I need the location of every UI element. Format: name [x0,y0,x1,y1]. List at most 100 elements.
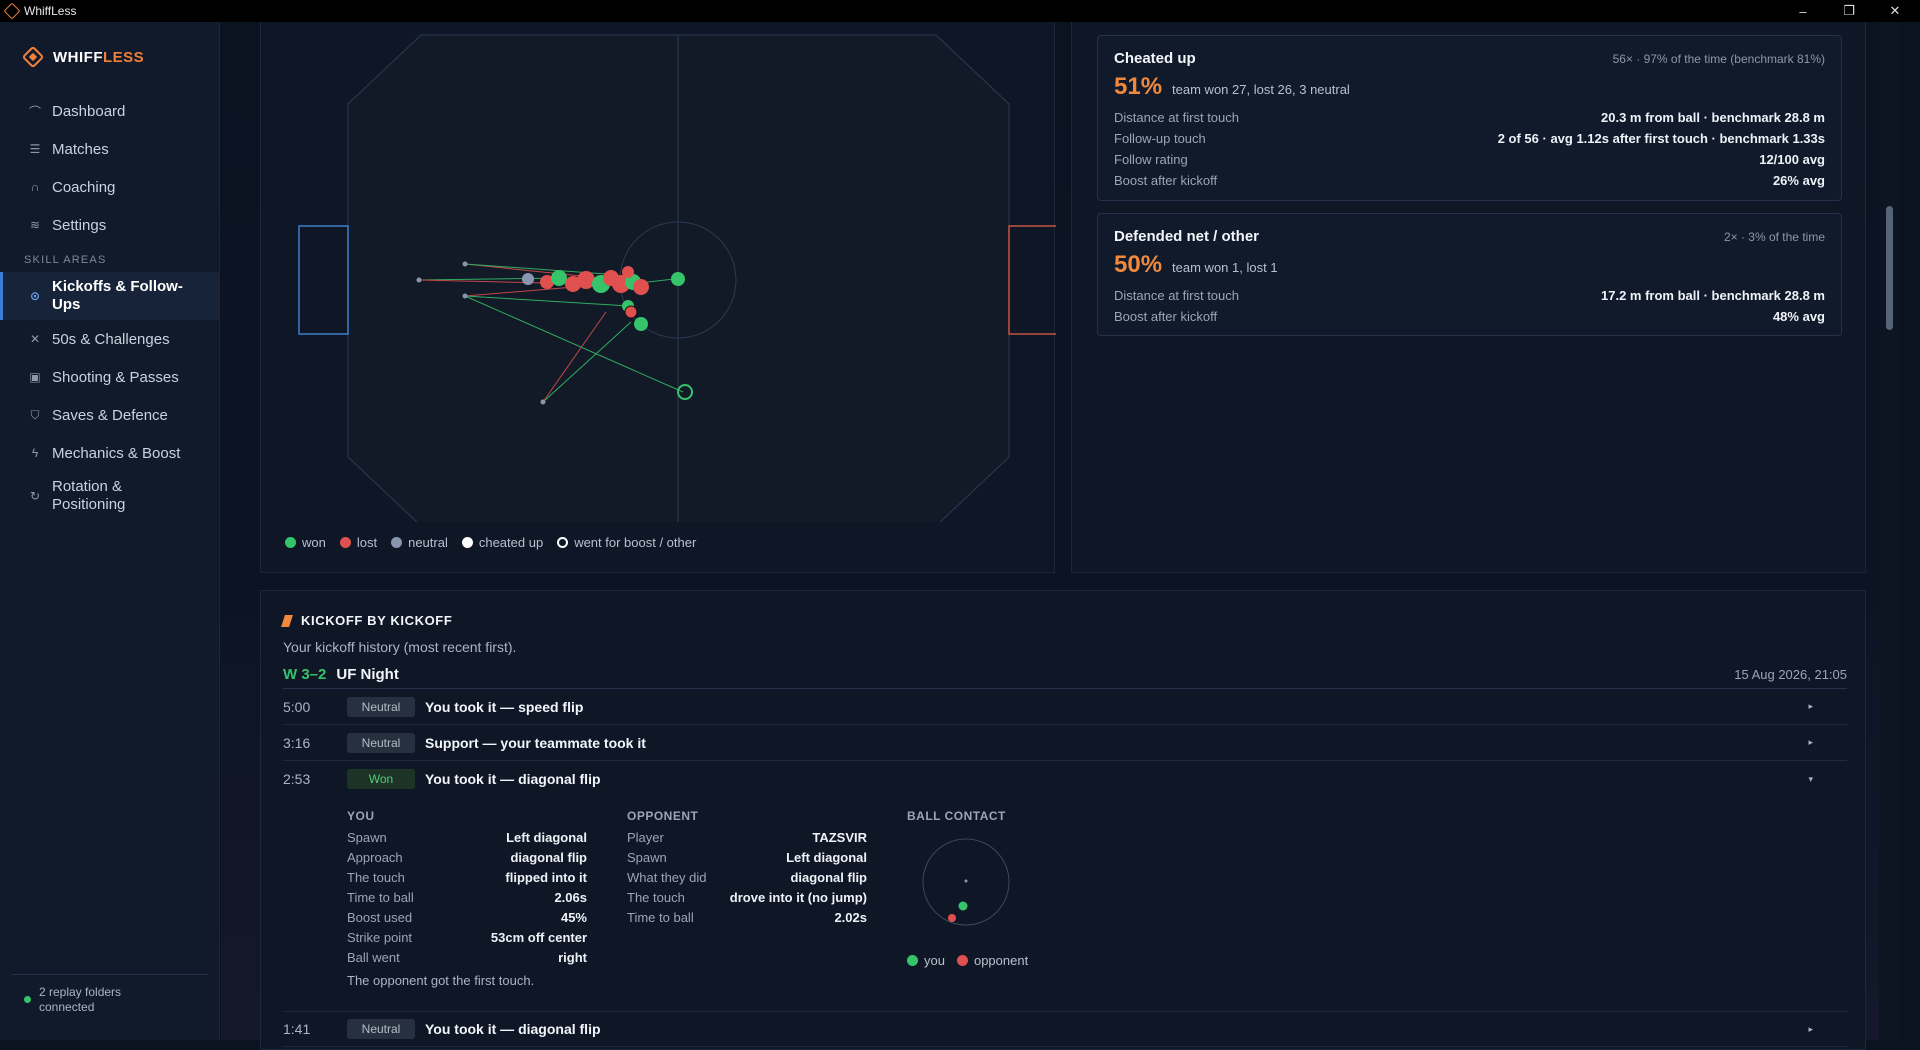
headset-icon: ∩ [30,180,40,194]
detail-row: Strike point 53cm off center [347,927,587,947]
kickoff-row[interactable]: 1:41 Neutral You took it — diagonal flip… [283,1011,1847,1047]
detail-value: 45% [560,909,587,925]
legend-item-cheated-up: cheated up [461,535,543,550]
nav-item-matches[interactable]: ☰ Matches [0,130,219,168]
legend-label: went for boost / other [574,535,697,550]
kickoff-time: 2:53 [283,771,311,787]
match-name: UF Night [336,666,399,683]
replay-folder-status[interactable]: 2 replay folders connected [12,974,208,1015]
stat-value: 48% avg [1772,309,1825,324]
lost-contact-marker [624,305,638,319]
nav-item-shooting-passes[interactable]: ▣ Shooting & Passes [0,358,219,396]
detail-label: Boost used [347,909,413,925]
detail-label: Spawn [627,849,667,865]
legend-label: you [924,953,945,968]
kickoff-path [542,311,607,403]
stat-row: Boost after kickoff 26% avg [1114,170,1825,191]
brand-name-part2: LESS [102,48,145,66]
close-button[interactable]: ✕ [1889,3,1901,18]
stat-value: 17.2 m from ball · benchmark 28.8 m [1601,288,1825,303]
detail-opponent: OPPONENT Player TAZSVIR Spawn Left diagona… [627,809,867,927]
detail-ball-contact: BALL CONTACT you opponent [907,809,1107,979]
field-legend: won lost neutral cheated up went for boo… [285,535,710,550]
detail-label: What they did [627,869,707,885]
stat-value: 20.3 m from ball · benchmark 28.8 m [1601,110,1825,125]
detail-value: Left diagonal [786,849,867,865]
app-icon [3,2,21,20]
kickoff-row[interactable]: 5:00 Neutral You took it — speed flip ▸ [283,689,1847,725]
replay-folder-status-text: 2 replay folders connected [39,985,122,1014]
won-contact-marker [671,272,685,286]
minimize-button[interactable]: – [1799,3,1807,19]
stat-label: Distance at first touch [1114,288,1239,303]
won-contact-marker [634,317,648,331]
nav-item-label: Saves & Defence [52,406,168,424]
nav-item-label: Coaching [52,178,116,196]
detail-value: right [558,949,587,965]
section-title-text: KICKOFF BY KICKOFF [301,613,453,628]
main-nav: ⌒ Dashboard ☰ Matches ∩ Coaching ≋ Setti… [0,92,219,520]
nav-item-label: Mechanics & Boost [52,444,181,462]
detail-label: The touch [627,889,685,905]
main-content: won lost neutral cheated up went for boo… [221,22,1899,1050]
win-percentage: 50% [1114,251,1163,278]
nav-item-label: Rotation & Positioning [52,478,126,513]
legend-label: neutral [408,535,448,550]
legend-item-boost-other: went for boost / other [557,535,696,550]
kickoff-path [542,321,632,403]
expand-chevron-icon[interactable]: ▸ [1808,737,1813,747]
status-dot-icon [24,996,31,1003]
scrollbar-thumb[interactable] [1886,206,1893,330]
sidebar: WHIFF LESS ⌒ Dashboard ☰ Matches ∩ Coachi… [0,22,220,1040]
nav-item-50s-challenges[interactable]: ✕ 50s & Challenges [0,320,219,358]
card-title: Cheated up [1114,50,1196,67]
nav-item-mechanics-boost[interactable]: ϟ Mechanics & Boost [0,434,219,472]
nav-item-kickoffs[interactable]: ⊙ Kickoffs & Follow-Ups [0,272,219,320]
stat-label: Distance at first touch [1114,110,1239,125]
collapse-chevron-icon[interactable]: ▾ [1808,773,1813,784]
dashboard-icon: ⌒ [28,104,41,119]
detail-row: Ball went right [347,947,587,967]
restore-button[interactable]: ❐ [1843,3,1855,18]
legend-swatch [557,537,569,548]
kickoff-time: 5:00 [283,698,311,715]
window-titlebar: WhiffLess – ❐ ✕ [0,0,1920,22]
match-header[interactable]: W 3–2 UF Night 15 Aug 2026, 21:05 [283,661,1847,689]
kickoff-path [464,295,630,307]
brand-name-part1: WHIFF [53,48,103,66]
nav-item-rotation-positioning[interactable]: ↻ Rotation & Positioning [0,472,219,520]
detail-label: Time to ball [627,909,694,925]
kickoff-history-panel: KICKOFF BY KICKOFF Your kickoff history … [260,590,1866,1050]
strategy-card-defended-net: Defended net / other 2× · 3% of the time… [1097,213,1842,336]
stat-label: Follow-up touch [1114,131,1206,146]
detail-value: TAZSVIR [812,829,867,845]
match-result: W 3–2 [283,666,327,683]
expand-chevron-icon[interactable]: ▸ [1808,1023,1813,1034]
nav-item-coaching[interactable]: ∩ Coaching [0,168,219,206]
kickoff-outcome-badge: Won [347,769,415,789]
stat-label: Boost after kickoff [1114,173,1218,188]
nav-item-saves-defence[interactable]: ⛉ Saves & Defence [0,396,219,434]
kickoff-row-expanded[interactable]: 2:53 Won You took it — diagonal flip ▾ [283,761,1847,797]
match-date: 15 Aug 2026, 21:05 [1734,667,1847,682]
card-meta: 56× · 97% of the time (benchmark 81%) [1612,52,1825,66]
kickoff-row[interactable]: 3:16 Neutral Support — your teammate too… [283,725,1847,761]
kickoff-time: 3:16 [283,734,311,751]
lost-contact-marker [622,266,634,278]
expand-chevron-icon[interactable]: ▸ [1808,701,1813,711]
brand[interactable]: WHIFF LESS [0,38,219,76]
scrollbar[interactable] [1879,22,1899,1040]
legend-swatch [461,537,473,548]
card-summary: team won 1, lost 1 [1172,260,1278,275]
legend-label: opponent [973,953,1029,968]
detail-row: The touch drove into it (no jump) [627,887,867,907]
card-summary: team won 27, lost 26, 3 neutral [1172,82,1350,97]
nav-item-settings[interactable]: ≋ Settings [0,206,219,244]
section-title: KICKOFF BY KICKOFF [281,613,453,628]
stat-row: Follow-up touch 2 of 56 · avg 1.12s after… [1114,128,1825,149]
lost-contact-marker [577,271,595,289]
nav-item-dashboard[interactable]: ⌒ Dashboard [0,92,219,130]
kickoff-note: The opponent got the first touch. [347,973,535,988]
detail-value: 2.06s [554,889,587,905]
kickoff-outcome-badge: Neutral [347,1019,415,1039]
